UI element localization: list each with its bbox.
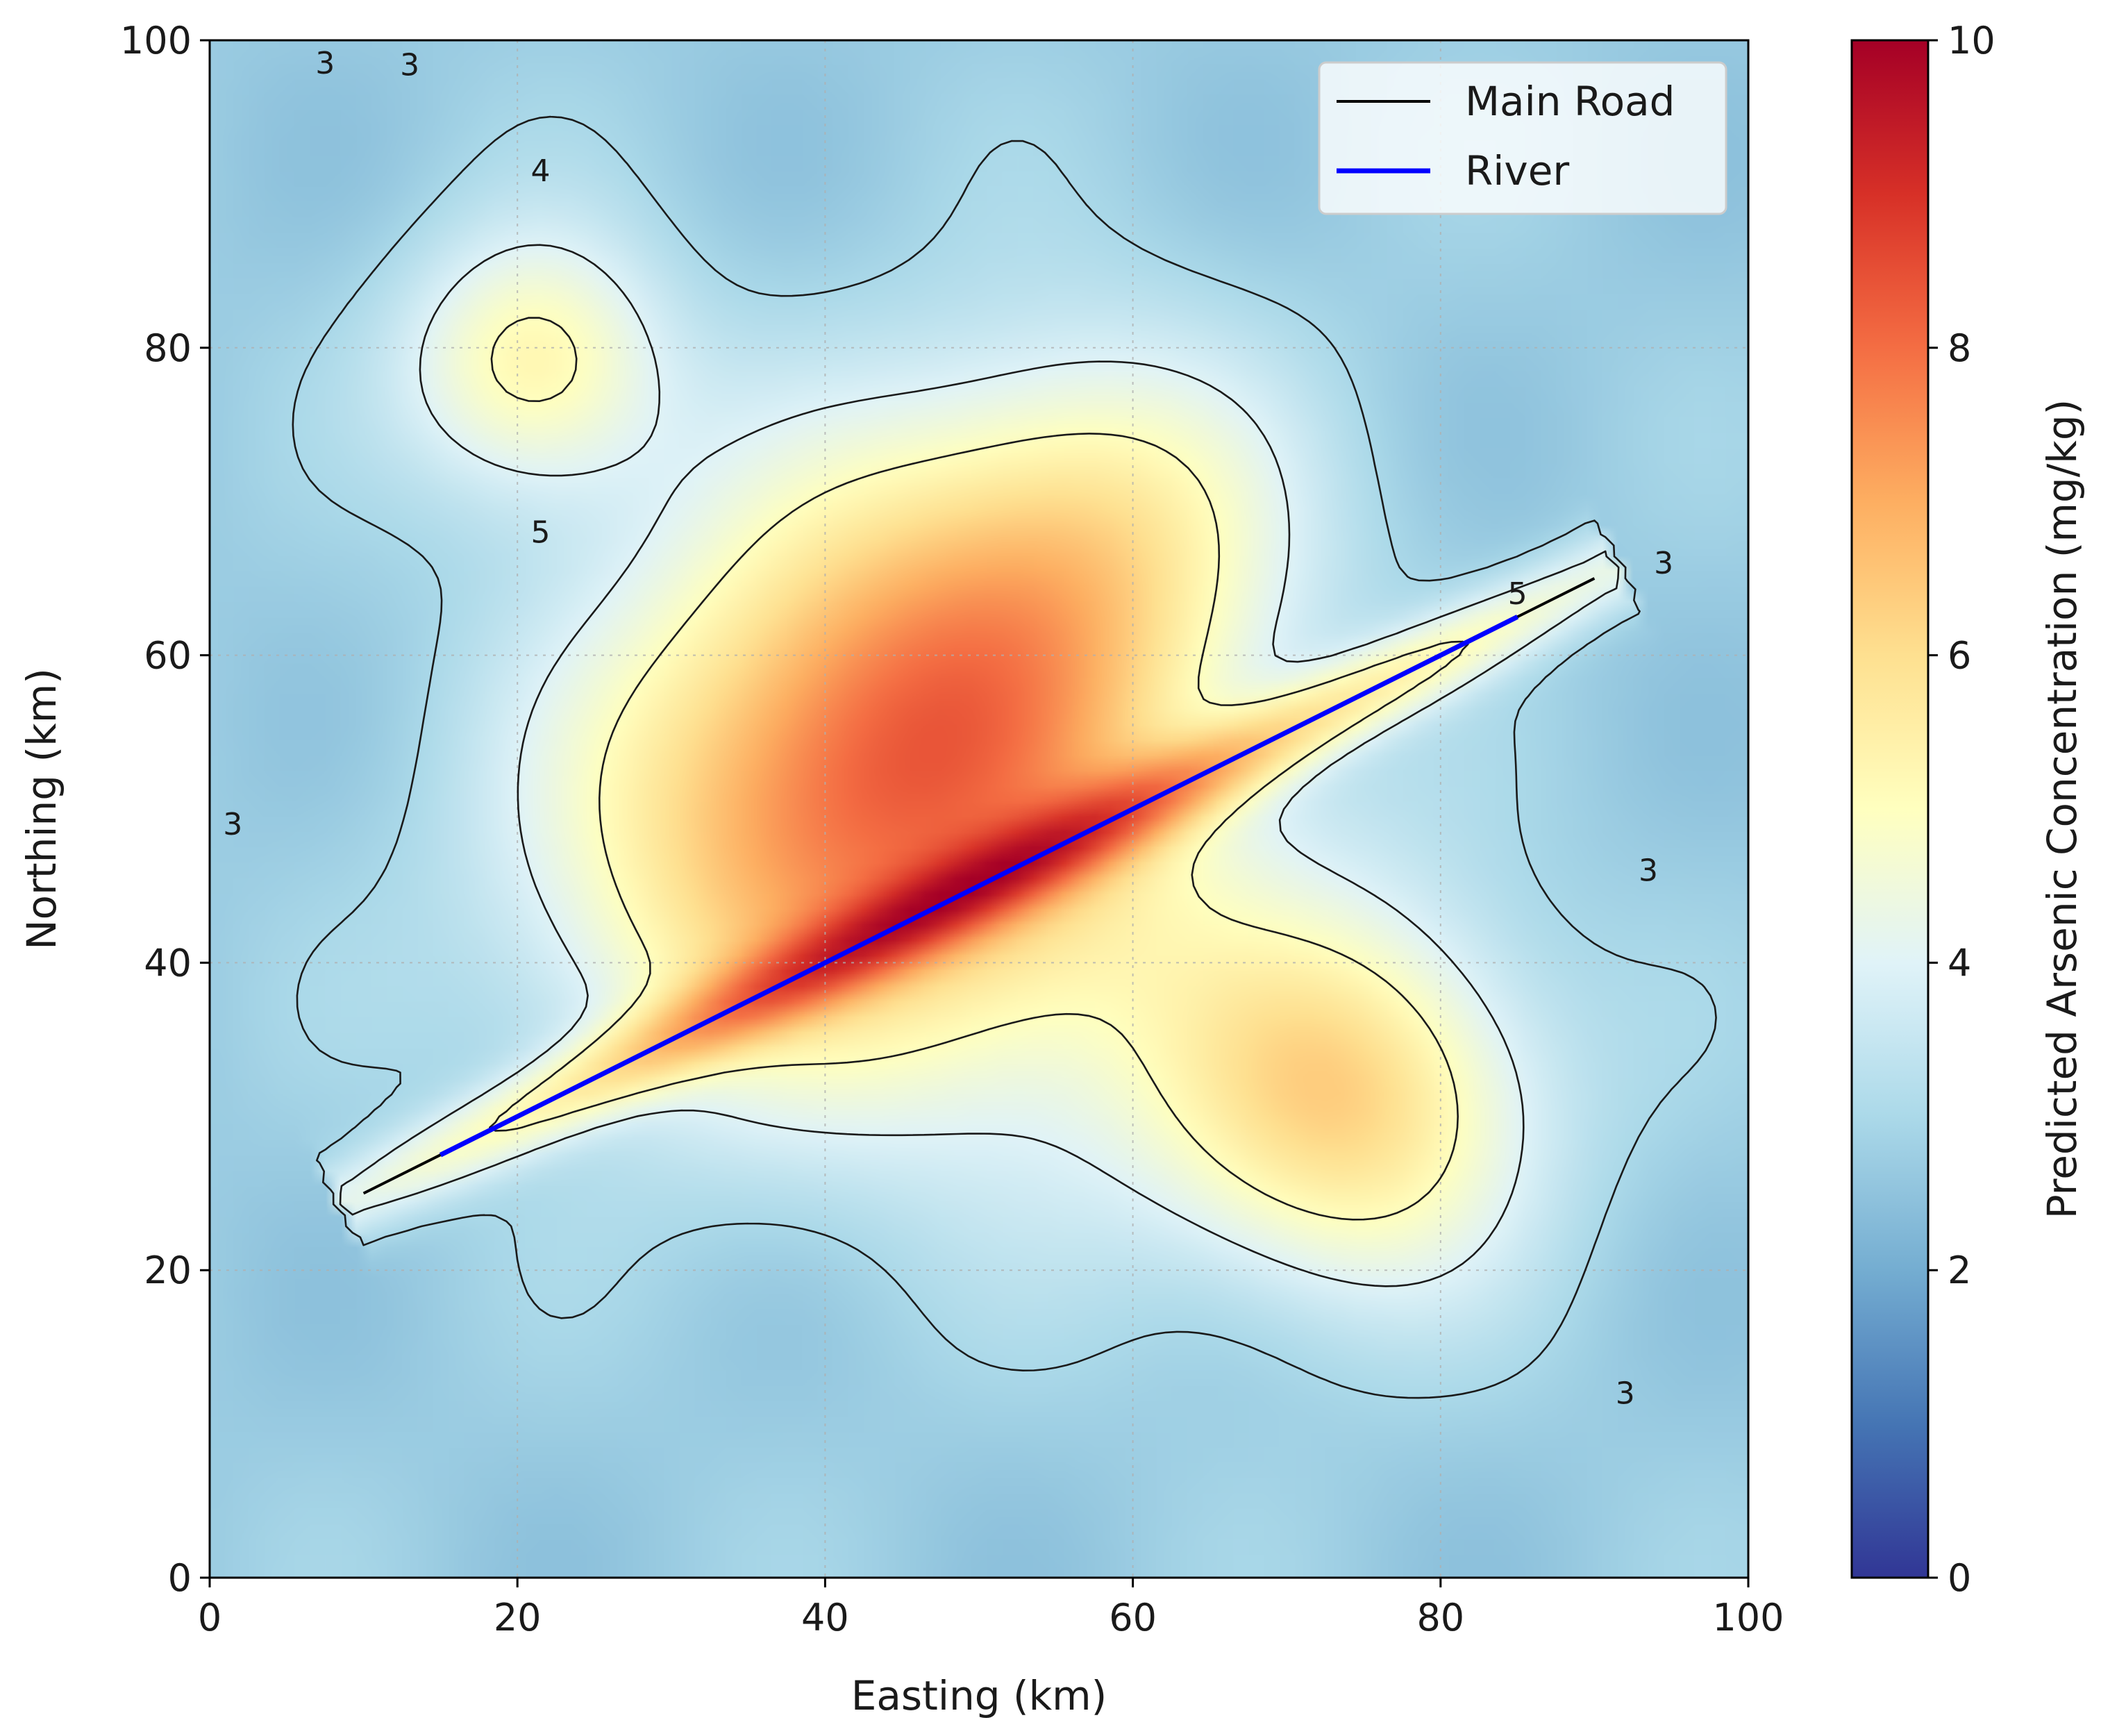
contour-label: 3 xyxy=(400,47,419,83)
y-axis-ticks: 0 20 40 60 80 100 xyxy=(120,19,210,1600)
contour-label: 4 xyxy=(530,153,550,189)
colorbar-tick-label: 0 xyxy=(1948,1556,1971,1600)
colorbar-label: Predicted Arsenic Concentration (mg/kg) xyxy=(2039,399,2086,1219)
x-tick-label: 0 xyxy=(198,1596,221,1639)
colorbar-gradient xyxy=(1850,39,1930,1579)
legend: Main Road River xyxy=(1318,61,1727,215)
y-tick-label: 40 xyxy=(144,941,192,985)
contour-label: 3 xyxy=(223,807,242,842)
heatmap-raster xyxy=(210,40,1748,1578)
x-tick-label: 40 xyxy=(801,1596,849,1639)
series-line-river xyxy=(439,615,1519,1158)
x-tick-label: 100 xyxy=(1712,1596,1784,1639)
x-tick-label: 60 xyxy=(1109,1596,1157,1639)
contour-lines xyxy=(292,115,1717,1399)
contour-level-4 xyxy=(339,244,1620,1287)
y-tick-label: 0 xyxy=(168,1556,192,1600)
y-tick-label: 20 xyxy=(144,1249,192,1292)
colorbar-ticks: 0 2 4 6 8 10 xyxy=(1928,19,1995,1600)
x-tick-label: 20 xyxy=(494,1596,542,1639)
legend-label-river: River xyxy=(1465,147,1569,194)
x-axis-ticks: 0 20 40 60 80 100 xyxy=(198,1578,1784,1639)
colorbar-tick-label: 10 xyxy=(1948,19,1995,62)
colorbar-tick-label: 6 xyxy=(1948,634,1971,678)
contour-labels: 3 3 4 5 3 3 3 3 5 xyxy=(223,46,1673,1411)
colorbar-tick-label: 4 xyxy=(1948,941,1971,985)
contour-label: 3 xyxy=(1616,1376,1635,1411)
colorbar-tick-label: 2 xyxy=(1948,1249,1971,1292)
contour-level-5 xyxy=(489,317,1469,1221)
y-tick-label: 60 xyxy=(144,634,192,678)
x-axis-label: Easting (km) xyxy=(851,1672,1107,1719)
y-axis-label: Northing (km) xyxy=(18,668,65,950)
contour-label: 3 xyxy=(1654,546,1673,581)
line-series xyxy=(362,577,1596,1195)
x-tick-label: 80 xyxy=(1416,1596,1464,1639)
y-tick-label: 80 xyxy=(144,326,192,370)
colorbar-tick-label: 8 xyxy=(1948,326,1971,370)
y-tick-label: 100 xyxy=(120,19,192,62)
contour-label: 3 xyxy=(1639,853,1658,889)
contour-label: 5 xyxy=(530,515,550,550)
contour-label: 5 xyxy=(1508,576,1527,612)
legend-label-main-road: Main Road xyxy=(1465,78,1675,125)
plot-frame xyxy=(208,39,1750,1579)
contour-level-3 xyxy=(292,115,1717,1399)
contour-label: 3 xyxy=(315,46,335,81)
